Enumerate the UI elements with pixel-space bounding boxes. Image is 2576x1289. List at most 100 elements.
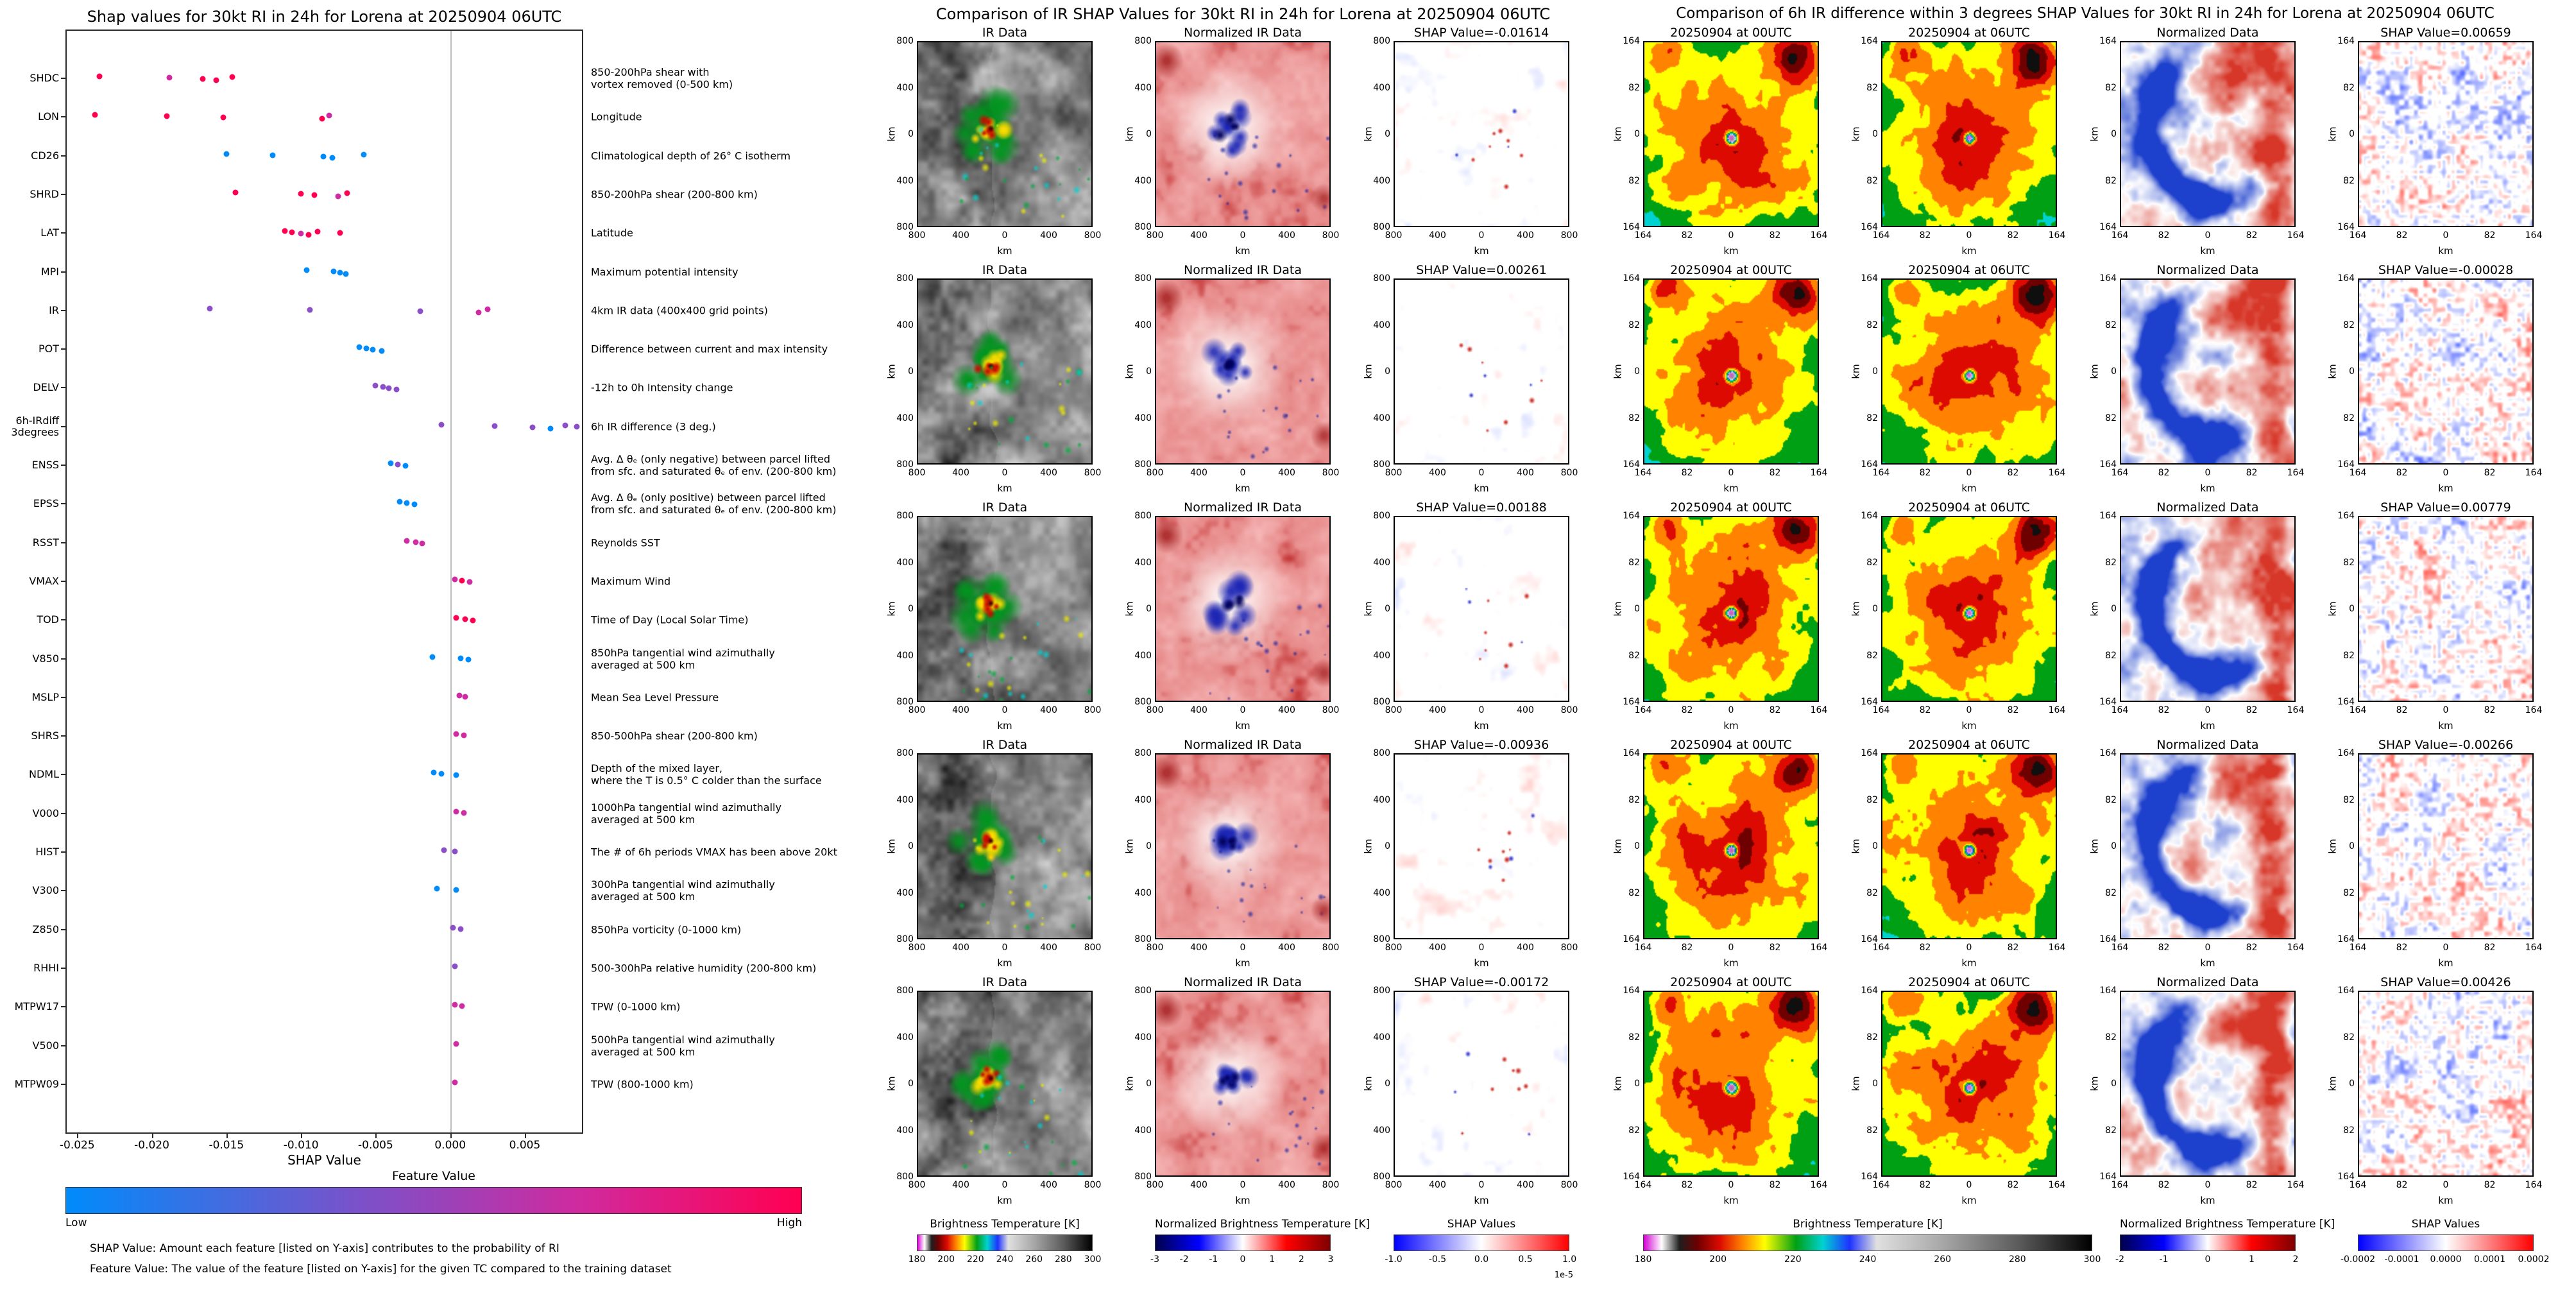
y-axis-label: km [1612, 839, 1623, 854]
x-tick-label: 82 [2396, 468, 2408, 478]
y-tick-mark [61, 658, 67, 660]
x-tick-label: 82 [1919, 705, 1931, 715]
x-tick-label: 82 [1919, 943, 1931, 953]
scatter-point [452, 848, 458, 855]
x-tick-label: 800 [908, 468, 926, 478]
feature-label: EPSS [33, 497, 59, 510]
x-tick-label: 82 [1681, 705, 1693, 715]
x-axis-label: km [2200, 482, 2215, 494]
feature-description: 6h IR difference (3 deg.) [591, 420, 716, 433]
feature-label: CD26 [31, 149, 59, 162]
x-tick-label: 164 [1634, 943, 1652, 953]
scatter-point [462, 616, 468, 622]
x-tick-label: 164 [1810, 705, 1828, 715]
footnote-shap-value: SHAP Value: Amount each feature [listed … [90, 1242, 559, 1255]
y-tick-label: 164 [1861, 222, 1878, 232]
x-axis-label: km [1961, 1195, 1977, 1206]
x-tick-label: 82 [1769, 1180, 1781, 1190]
scatter-point [452, 576, 458, 583]
y-tick-label: 400 [1373, 794, 1390, 805]
plot-area: 800 800 400 400 0 0 400 400 800 800 km [885, 273, 1101, 478]
subplot-title: SHAP Value=0.00261 [1416, 263, 1547, 277]
x-tick-label: 400 [1278, 705, 1295, 715]
scatter-point [452, 1002, 458, 1008]
x-axis-label: km [1723, 245, 1739, 257]
plot-area: 800 800 400 400 0 0 400 400 800 800 km [1362, 748, 1578, 953]
colorbar-tick-label: 180 [1634, 1254, 1652, 1265]
y-tick-mark [61, 348, 67, 350]
y-tick-mark [61, 542, 67, 543]
plot-area: 800 800 400 400 0 0 400 400 800 800 km [1362, 986, 1578, 1190]
y-tick-label: 164 [2099, 273, 2117, 284]
x-tick-label: 800 [908, 943, 926, 953]
y-tick-label: 164 [2337, 459, 2355, 470]
x-axis-label: km [2438, 245, 2453, 257]
y-axis-label: km [2088, 364, 2100, 379]
x-axis-label: km [1961, 245, 1977, 257]
x-tick-label: 164 [2111, 705, 2129, 715]
scatter-point [456, 692, 463, 699]
x-tick-label: 800 [1560, 468, 1578, 478]
y-axis-label: km [2088, 601, 2100, 617]
x-axis-label: km [2438, 1195, 2453, 1206]
x-tick-label: 82 [2158, 705, 2170, 715]
y-tick-label: 0 [1385, 366, 1390, 377]
plot-area: 164 164 82 82 0 0 82 82 164 164 km [2088, 273, 2304, 478]
y-tick-label: 800 [1373, 1172, 1390, 1182]
scatter-point [395, 461, 401, 468]
x-tick-label: 800 [1385, 468, 1403, 478]
x-tick-label: 0 [2205, 1180, 2211, 1190]
scatter-point [547, 425, 553, 432]
scatter-point [562, 422, 568, 429]
y-tick-label: 400 [896, 557, 914, 568]
y-tick-label: 164 [1623, 697, 1640, 707]
scatter-point [413, 539, 419, 545]
x-tick-label: 82 [2396, 705, 2408, 715]
colorbar-tick-label: 2 [2292, 1254, 2299, 1265]
plot-area: 164 164 82 82 0 0 82 82 164 164 km [1612, 273, 1827, 478]
plot-area: 800 800 400 400 0 0 400 400 800 800 km [1362, 36, 1578, 241]
colorbar-tick-label: -0.5 [1428, 1254, 1447, 1265]
y-tick-label: 400 [1373, 1125, 1390, 1136]
y-axis-label: km [1612, 126, 1623, 142]
y-tick-label: 164 [2337, 511, 2355, 521]
x-tick-label: 800 [1322, 705, 1340, 715]
shap_zoom-image [2358, 278, 2534, 465]
y-tick-label: 164 [1623, 1172, 1640, 1182]
x-tick-label: 800 [1385, 705, 1403, 715]
y-tick-label: 82 [1866, 1032, 1878, 1043]
x-axis-label: km [997, 720, 1012, 731]
x-tick-label: 400 [1517, 943, 1534, 953]
scatter-point [337, 269, 343, 275]
colorbar-bwr: SHAP Values -1.0 -0.5 0.0 0.5 1.0 1e-5 [1385, 1218, 1576, 1280]
x-axis-label: km [997, 1195, 1012, 1206]
x-tick-label: 82 [1769, 230, 1781, 241]
x-tick-label: 0 [1240, 230, 1246, 241]
x-axis-label: km [1723, 1195, 1739, 1206]
y-tick-label: 164 [1623, 459, 1640, 470]
x-axis-label: km [997, 482, 1012, 494]
x-tick-mark [301, 1132, 303, 1138]
feature-description: 850hPa tangential wind azimuthally avera… [591, 646, 775, 671]
colorbar-tick-label: 240 [1859, 1254, 1877, 1265]
x-axis-label: km [1474, 482, 1489, 494]
subplot-title: 20250904 at 00UTC [1670, 26, 1792, 40]
y-tick-label: 400 [1373, 175, 1390, 186]
feature-label: DELV [33, 381, 59, 394]
y-tick-label: 800 [896, 511, 914, 521]
y-tick-label: 400 [1373, 413, 1390, 423]
x-axis-label: km [1235, 1195, 1250, 1206]
x-axis-label: km [1474, 1195, 1489, 1206]
colorbar-ticks: -0.0002 -0.0001 0.0000 0.0001 0.0002 [2341, 1254, 2550, 1267]
x-tick-label: 164 [2111, 943, 2129, 953]
scatter-point [363, 345, 370, 352]
scatter-point [475, 309, 482, 316]
scatter-point [419, 540, 425, 547]
colorbar-tick-label: 300 [1084, 1254, 1102, 1265]
feature-label: HIST [35, 846, 59, 858]
scatter-point [465, 656, 472, 662]
plot-area: 800 800 400 400 0 0 400 400 800 800 km [1362, 511, 1578, 715]
subplot-shap_wide: SHAP Value=0.00261 800 800 400 400 0 0 400 400 80… [1362, 263, 1578, 494]
x-tick-label: 400 [952, 1180, 969, 1190]
